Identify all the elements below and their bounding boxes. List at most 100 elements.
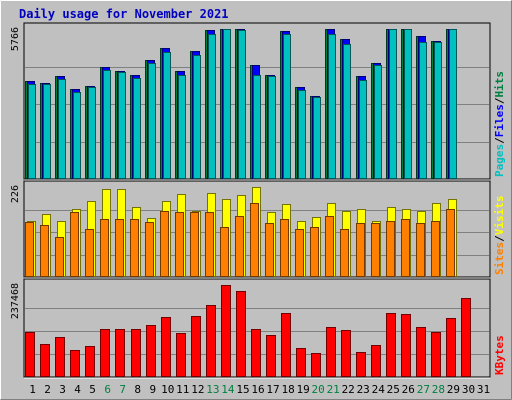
bar-kbytes-day-18 (281, 313, 291, 377)
bar-kbytes-day-7 (115, 329, 125, 377)
series-kbytes (25, 285, 471, 377)
bar-pages-day-28 (434, 42, 442, 179)
x-tick-label: 18 (281, 383, 294, 396)
bar-pages-day-7 (118, 72, 126, 179)
bar-pages-day-19 (298, 90, 306, 179)
x-tick-label: 7 (119, 383, 126, 396)
bar-kbytes-day-5 (85, 346, 95, 377)
x-tick-label: 30 (462, 383, 475, 396)
bar-sites-day-11 (175, 212, 184, 277)
bar-sites-day-13 (205, 212, 214, 277)
bar-sites-day-6 (100, 219, 109, 277)
x-tick-label: 13 (206, 383, 219, 396)
bar-sites-day-23 (356, 223, 365, 277)
panel-legend: Pages/Files/Hits (493, 71, 506, 177)
bar-pages-day-8 (133, 78, 141, 179)
bar-kbytes-day-29 (446, 318, 456, 377)
bar-pages-day-23 (359, 80, 367, 179)
bar-pages-day-3 (58, 79, 66, 179)
bar-kbytes-day-23 (356, 352, 366, 377)
legend-item: / (493, 137, 506, 144)
x-tick-label: 23 (357, 383, 370, 396)
x-tick-label: 20 (311, 383, 324, 396)
x-tick-label: 2 (44, 383, 51, 396)
bar-sites-day-14 (220, 227, 229, 277)
panel-visits-sites: 226 Sites/Visits (10, 180, 506, 279)
bar-pages-day-2 (43, 84, 51, 179)
bar-pages-day-12 (193, 55, 201, 179)
bar-sites-day-29 (446, 209, 455, 277)
bar-kbytes-day-25 (386, 313, 396, 377)
bar-kbytes-day-1 (25, 332, 35, 377)
y-max-label: 237468 (10, 283, 21, 319)
x-tick-label: 17 (266, 383, 279, 396)
x-tick-label: 14 (221, 383, 235, 396)
legend-item: / (493, 235, 506, 242)
bar-sites-day-22 (340, 229, 349, 277)
bar-pages-day-4 (73, 92, 81, 179)
legend-item: Visits (493, 196, 506, 236)
x-tick-label: 25 (387, 383, 400, 396)
bar-sites-day-24 (371, 223, 380, 277)
bar-kbytes-day-8 (131, 329, 141, 377)
bar-sites-day-3 (55, 237, 64, 277)
x-tick-label: 5 (89, 383, 96, 396)
chart-panels: 5766Pages/Files/Hits226Sites/Visits23746… (10, 22, 506, 379)
bar-sites-day-1 (25, 222, 34, 277)
bar-kbytes-day-3 (55, 337, 65, 377)
bar-kbytes-day-28 (431, 332, 441, 377)
chart-title: Daily usage for November 2021 (19, 7, 229, 21)
bar-kbytes-day-16 (251, 329, 261, 377)
bar-sites-day-16 (250, 203, 259, 277)
x-tick-label: 28 (432, 383, 445, 396)
bar-kbytes-day-12 (191, 316, 201, 377)
bar-kbytes-day-6 (100, 329, 110, 377)
bar-sites-day-4 (70, 212, 79, 277)
x-tick-label: 15 (236, 383, 249, 396)
legend-item: Pages (493, 144, 506, 177)
bar-sites-day-2 (40, 225, 49, 277)
bar-sites-day-26 (401, 219, 410, 277)
bar-pages-day-26 (404, 29, 412, 179)
bar-pages-day-15 (238, 30, 246, 179)
bar-pages-day-6 (103, 70, 111, 179)
bar-sites-day-9 (145, 222, 154, 277)
bar-pages-day-11 (178, 75, 186, 179)
bar-pages-day-10 (163, 52, 171, 179)
x-tick-label: 1 (29, 383, 36, 396)
x-tick-label: 8 (134, 383, 141, 396)
panel-legend: Sites/Visits (493, 196, 506, 276)
bar-kbytes-day-24 (371, 345, 381, 377)
y-max-label: 226 (10, 185, 21, 203)
series-pages (28, 29, 457, 179)
x-tick-label: 21 (327, 383, 340, 396)
bar-kbytes-day-20 (311, 353, 321, 377)
bar-pages-day-20 (313, 97, 321, 179)
bar-sites-day-17 (265, 223, 274, 277)
bar-sites-day-25 (386, 221, 395, 277)
legend-item: Sites (493, 242, 506, 275)
bar-pages-day-1 (28, 84, 36, 179)
bar-sites-day-27 (416, 223, 425, 277)
bar-pages-day-22 (343, 44, 351, 179)
x-tick-label: 12 (191, 383, 204, 396)
bar-kbytes-day-4 (70, 350, 80, 377)
bar-sites-day-7 (115, 219, 124, 277)
x-tick-label: 22 (342, 383, 355, 396)
x-tick-label: 10 (161, 383, 174, 396)
bar-sites-day-19 (295, 229, 304, 277)
panel-kbytes: 237468 KBytes (10, 278, 506, 379)
x-tick-label: 16 (251, 383, 264, 396)
bar-kbytes-day-21 (326, 327, 336, 377)
legend-item: Files (493, 104, 506, 137)
legend-item: / (493, 97, 506, 104)
x-tick-label: 3 (59, 383, 66, 396)
bar-pages-day-27 (419, 42, 427, 179)
bar-kbytes-day-14 (221, 285, 231, 377)
bar-kbytes-day-15 (236, 291, 246, 377)
x-tick-label: 9 (149, 383, 156, 396)
y-max-label: 5766 (10, 27, 21, 51)
bar-kbytes-day-9 (146, 325, 156, 377)
bar-sites-day-28 (431, 221, 440, 277)
